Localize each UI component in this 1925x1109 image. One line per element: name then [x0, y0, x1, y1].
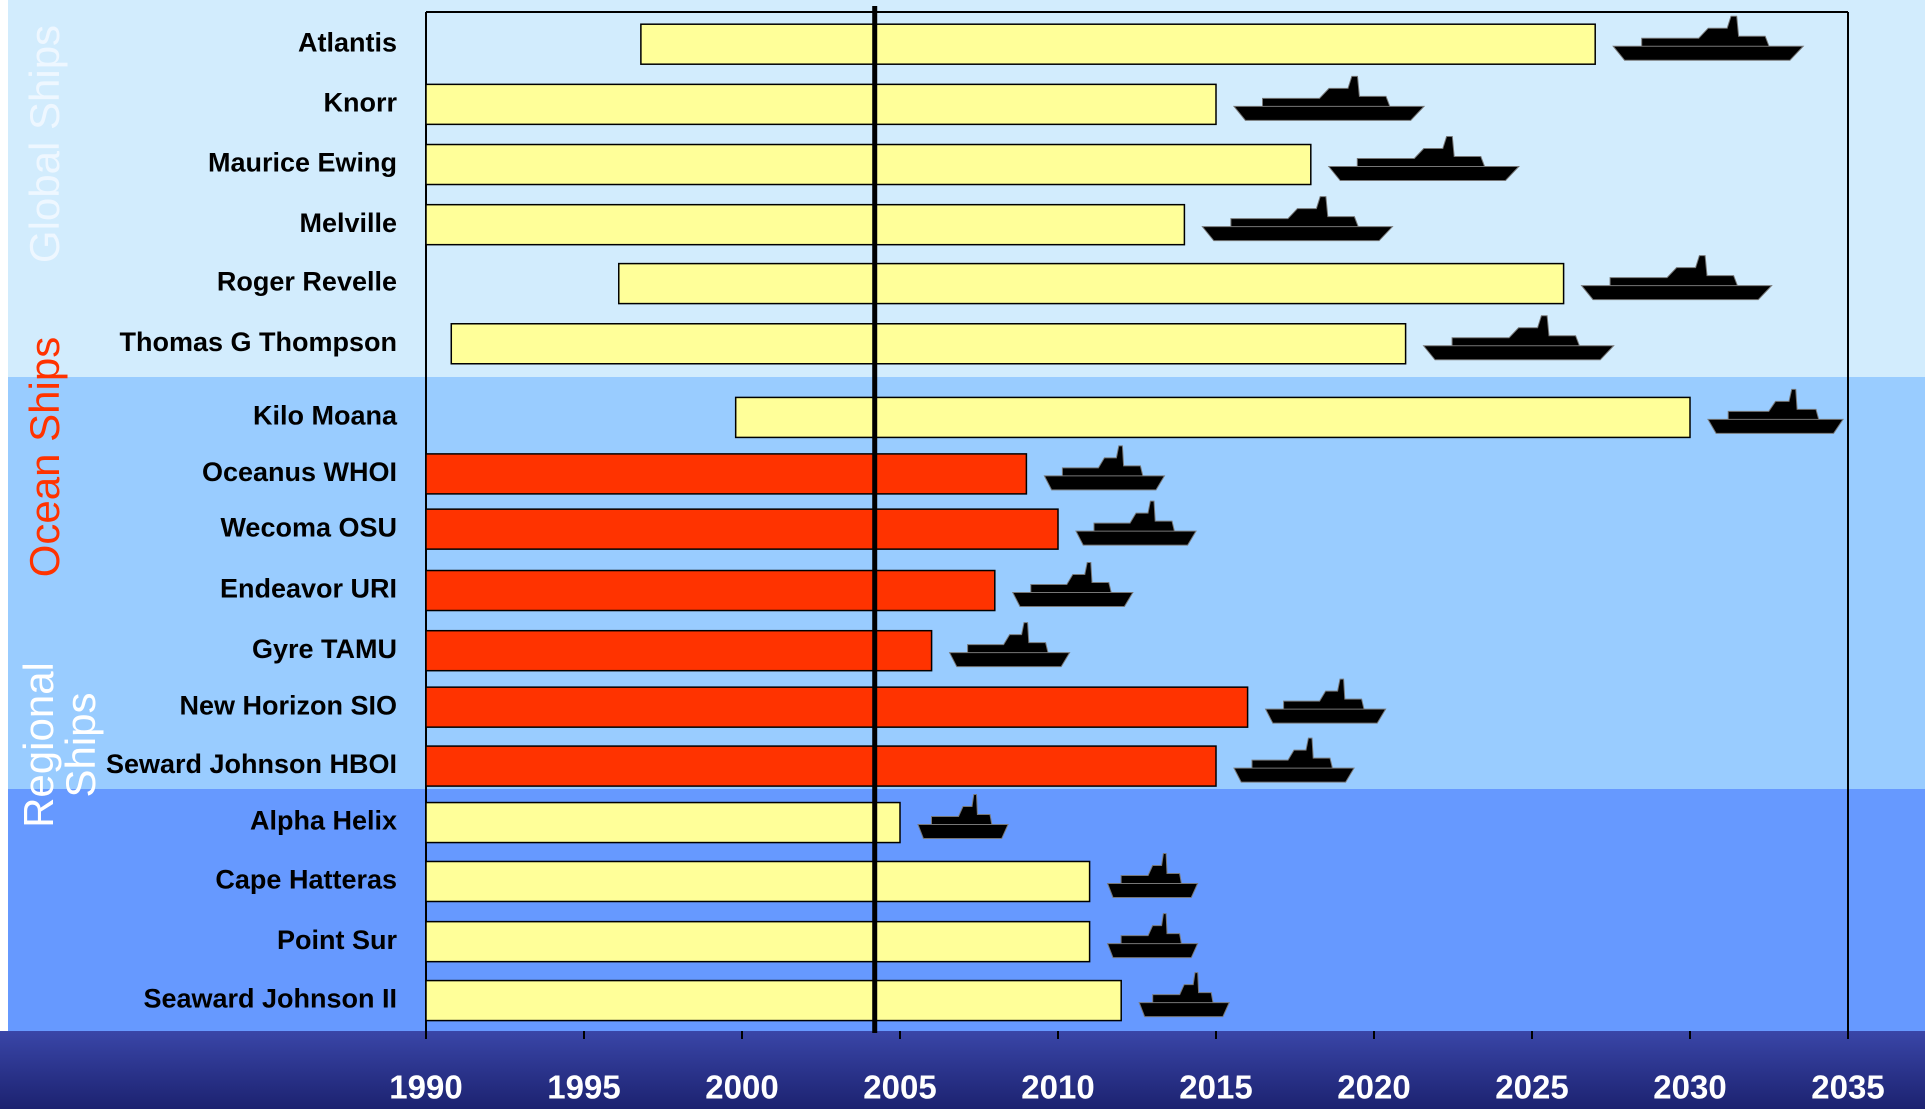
x-tick-label: 1990: [389, 1069, 462, 1106]
category-label: Atlantis: [298, 27, 397, 57]
x-tick-label: 2005: [863, 1069, 936, 1106]
category-label: Point Sur: [277, 925, 397, 955]
category-label: Cape Hatteras: [215, 865, 397, 895]
range-bar: [426, 687, 1248, 727]
category-label: Gyre TAMU: [252, 634, 397, 664]
group-label: Ocean Ships: [24, 307, 66, 607]
category-label: Melville: [299, 208, 397, 238]
category-label: Kilo Moana: [253, 401, 398, 431]
range-bar: [426, 571, 995, 611]
category-label: Maurice Ewing: [208, 148, 397, 178]
x-tick-label: 2035: [1811, 1069, 1884, 1106]
range-bar: [426, 205, 1184, 245]
chart: Atlantis Knorr Maurice Ewing Melville Roger …: [0, 0, 1925, 1109]
range-bar: [426, 922, 1090, 962]
range-bar: [426, 84, 1216, 124]
category-label: Roger Revelle: [217, 267, 397, 297]
x-tick-label: 2010: [1021, 1069, 1094, 1106]
category-label: Knorr: [324, 87, 398, 117]
x-tick-label: 2015: [1179, 1069, 1252, 1106]
category-label: Seaward Johnson II: [143, 984, 397, 1014]
x-tick-label: 2020: [1337, 1069, 1410, 1106]
range-bar: [426, 746, 1216, 786]
range-bar: [426, 981, 1121, 1021]
range-bar: [736, 397, 1690, 437]
category-label: Oceanus WHOI: [202, 457, 397, 487]
category-label: Wecoma OSU: [220, 512, 397, 542]
range-bar: [426, 509, 1058, 549]
category-label: Seward Johnson HBOI: [106, 749, 397, 779]
x-tick-label: 2030: [1653, 1069, 1726, 1106]
category-label: Alpha Helix: [250, 806, 397, 836]
range-bar: [451, 324, 1405, 364]
group-label: Global Ships: [24, 0, 66, 294]
page: Atlantis Knorr Maurice Ewing Melville Roger …: [0, 0, 1925, 1109]
range-bar: [426, 145, 1311, 185]
x-tick-label: 2025: [1495, 1069, 1568, 1106]
category-label: New Horizon SIO: [179, 690, 397, 720]
range-bar: [426, 803, 900, 843]
x-tick-label: 2000: [705, 1069, 778, 1106]
category-label: Endeavor URI: [220, 574, 397, 604]
range-bar: [426, 454, 1026, 494]
range-bar: [619, 264, 1564, 304]
x-tick-label: 1995: [547, 1069, 620, 1106]
axis-band: [0, 1031, 1925, 1109]
range-bar: [641, 24, 1595, 64]
group-label: Regional Ships: [18, 630, 102, 860]
range-bar: [426, 631, 932, 671]
category-label: Thomas G Thompson: [119, 327, 397, 357]
range-bar: [426, 861, 1090, 901]
